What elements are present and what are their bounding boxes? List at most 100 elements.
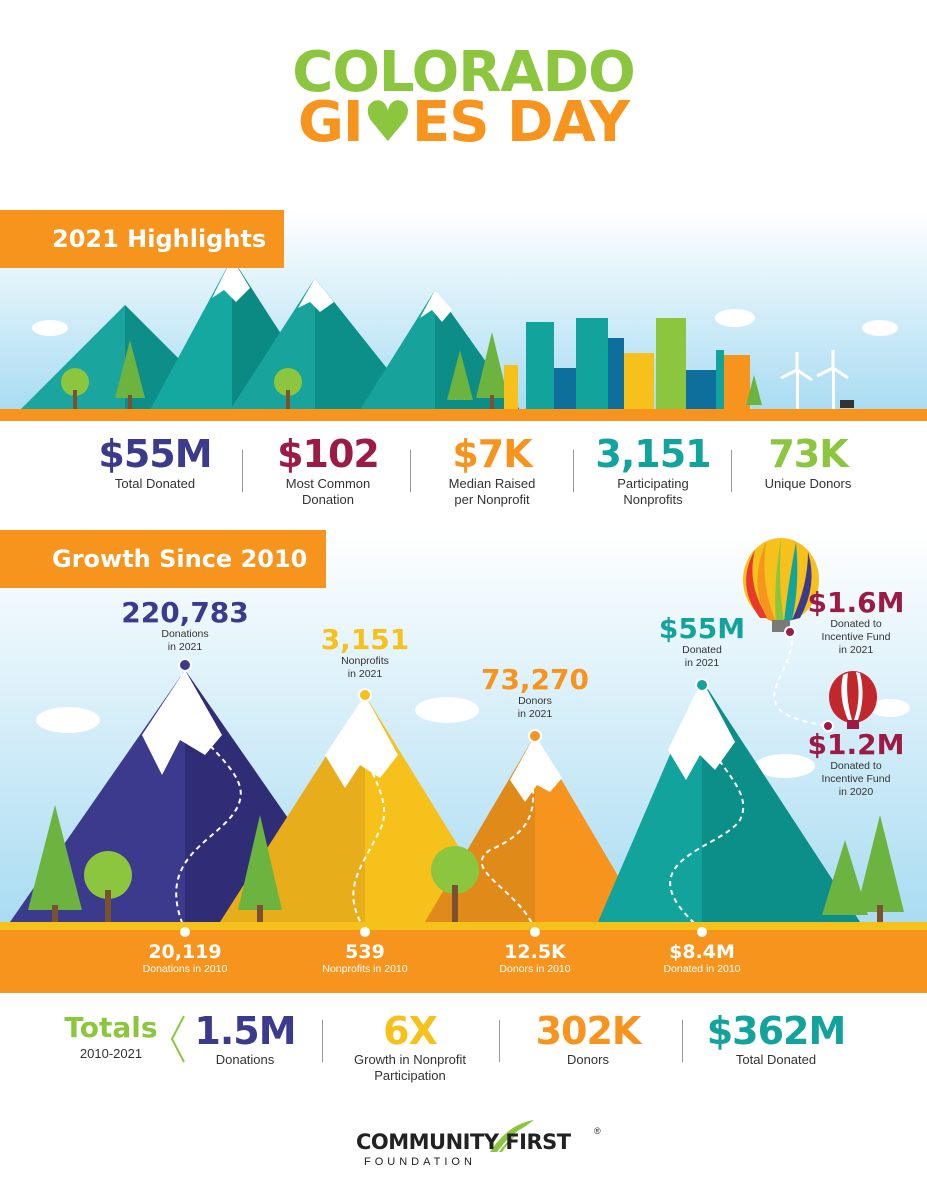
base-value: 20,119 (148, 941, 222, 963)
cow-icon (840, 400, 854, 408)
growth-peak: 73,270 Donors in 2021 (455, 665, 615, 721)
cloud-icon (755, 754, 815, 778)
total-value: 6X (383, 1009, 438, 1053)
trail-line (669, 684, 745, 931)
peak-label: Nonprofits in 2021 (341, 655, 389, 680)
balloon-label: Donated to Incentive Fund in 2020 (821, 760, 891, 798)
highlight-stat: 73K Unique Donors (728, 432, 888, 492)
peak-value: $55M (658, 612, 746, 645)
tree-icon (447, 350, 473, 400)
tree-icon (431, 846, 479, 894)
total-item: $362M Total Donated (686, 1010, 866, 1068)
cloud-icon (862, 320, 898, 336)
highlights-banner: 2021 Highlights (0, 210, 284, 268)
base-label: Donations in 2010 (142, 963, 228, 975)
cloud-icon (415, 697, 479, 723)
building (526, 322, 554, 410)
base-value: 12.5K (504, 941, 566, 963)
peak-label: Donors in 2021 (517, 695, 553, 720)
totals-divider (322, 1020, 323, 1062)
base-label: Donated in 2010 (663, 963, 741, 975)
highlight-stat-value: 73K (768, 432, 848, 476)
cloud-icon (715, 309, 755, 327)
highlights-scene (0, 210, 927, 421)
building (716, 350, 724, 410)
peak-marker (358, 688, 372, 702)
peak-label: Donations in 2021 (161, 628, 209, 653)
total-item: 1.5M Donations (155, 1010, 335, 1068)
base-label: Nonprofits in 2010 (322, 963, 408, 975)
total-label: Growth in Nonprofit Participation (354, 1052, 466, 1083)
highlight-stat-value: $102 (277, 432, 380, 476)
total-value: 1.5M (194, 1009, 296, 1053)
leaf-logo-icon (490, 1120, 535, 1153)
tree-icon (274, 368, 302, 396)
base-marker (180, 927, 190, 937)
title-gives-day: GI♥ES DAY (297, 90, 630, 155)
highlight-stat: $55M Total Donated (75, 432, 235, 492)
peak-marker (178, 658, 192, 672)
mountain (212, 258, 250, 302)
base-marker (697, 927, 707, 937)
trail-line (175, 664, 242, 931)
highlight-stat-label: Median Raised per Nonprofit (448, 476, 536, 507)
totals-years: 2010-2021 (79, 1046, 143, 1061)
highlight-stat: $102 Most Common Donation (248, 432, 408, 508)
totals-divider (682, 1020, 683, 1062)
building (624, 353, 654, 410)
trail-line (773, 631, 829, 727)
total-item: 6X Growth in Nonprofit Participation (320, 1010, 500, 1084)
total-label: Donors (567, 1052, 609, 1067)
balloon-value: $1.6M (807, 586, 905, 619)
growth-base: 12.5K Donors in 2010 (460, 941, 610, 976)
title-colorado: COLORADO (292, 40, 636, 105)
building (576, 318, 608, 410)
community-first-logo: COMMUNITY FIRST ® FOUNDATION (356, 1118, 606, 1178)
stat-divider (410, 450, 411, 492)
building (686, 370, 716, 410)
peak-marker (528, 729, 542, 743)
building (724, 355, 750, 410)
growth-peak: 3,151 Nonprofits in 2021 (285, 625, 445, 681)
totals-divider (499, 1020, 500, 1062)
windmill-icon (816, 350, 849, 380)
tree-icon (746, 375, 762, 405)
peak-value: 73,270 (480, 663, 590, 696)
growth-peak: $55M Donated in 2021 (622, 614, 782, 670)
base-label: Donors in 2010 (499, 963, 571, 975)
peak-label: Donated in 2021 (682, 644, 722, 669)
trail-line (352, 694, 386, 931)
growth-banner: Growth Since 2010 (0, 530, 326, 588)
tree-icon (61, 368, 89, 396)
tree-icon (822, 840, 868, 915)
stat-divider (241, 450, 243, 492)
tree-icon (856, 815, 904, 912)
hot-air-balloon-icon (829, 671, 877, 729)
balloon-stat: $1.2M Donated to Incentive Fund in 2020 (776, 730, 927, 799)
peak-value: 3,151 (320, 623, 410, 656)
bracket-icon (170, 1015, 185, 1063)
highlight-stat-label: Participating Nonprofits (617, 476, 689, 507)
total-label: Donations (215, 1052, 275, 1067)
mountain (420, 290, 452, 322)
tree-icon (84, 851, 132, 899)
windmill-icon (780, 352, 813, 382)
balloon-marker (784, 626, 796, 638)
building (608, 338, 624, 410)
total-item: 302K Donors (498, 1010, 678, 1068)
tree-icon (476, 332, 508, 398)
growth-base: $8.4M Donated in 2010 (627, 941, 777, 976)
growth-peak: 220,783 Donations in 2021 (105, 598, 265, 654)
highlight-stat-label: Unique Donors (764, 476, 852, 491)
base-marker (360, 927, 370, 937)
cloud-icon (870, 699, 910, 717)
building (656, 318, 686, 410)
highlight-stat-label: Total Donated (114, 476, 196, 491)
peak-marker (695, 678, 709, 692)
cloud-icon (36, 707, 100, 733)
highlight-stat-value: 3,151 (595, 432, 711, 476)
registered-mark: ® (594, 1126, 601, 1136)
total-value: 302K (535, 1009, 642, 1053)
base-marker (530, 927, 540, 937)
peak-value: 220,783 (121, 596, 249, 629)
